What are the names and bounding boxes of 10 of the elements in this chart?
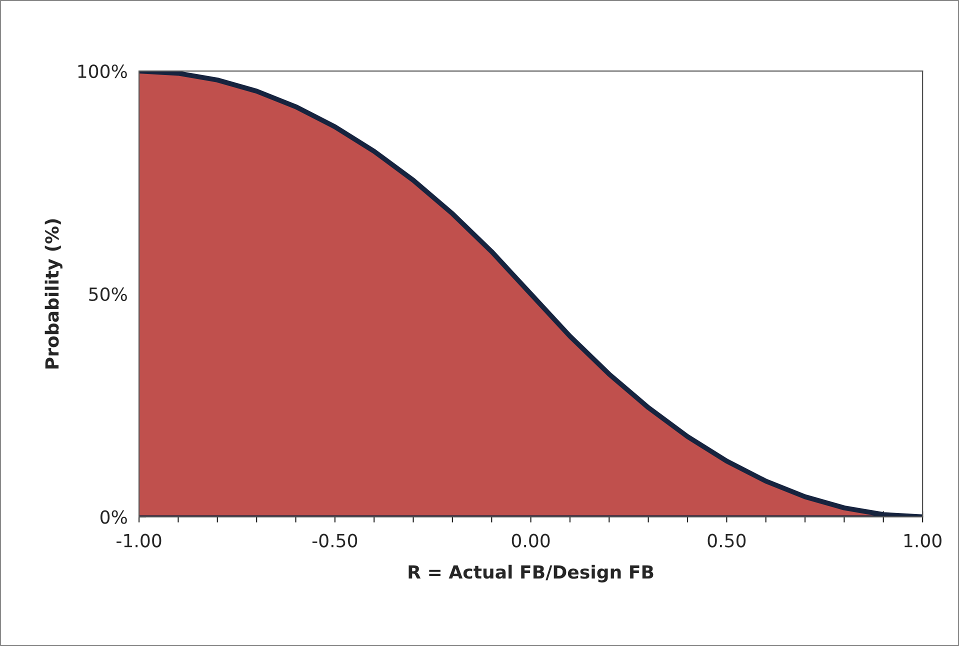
x-tick-label: 0.50 [708,534,746,548]
x-tick-label: 1.00 [904,534,942,548]
x-tick-label: 0.00 [512,534,550,548]
y-tick-label: 50% [89,287,127,302]
y-axis-title: Probability (%) [44,219,62,368]
y-tick-label: 100% [78,64,127,78]
x-tick-label: -0.50 [312,534,358,548]
x-tick-label: -1.00 [116,534,162,548]
x-axis-title: R = Actual FB/Design FB [408,564,654,582]
y-tick-label: 0% [100,510,127,524]
